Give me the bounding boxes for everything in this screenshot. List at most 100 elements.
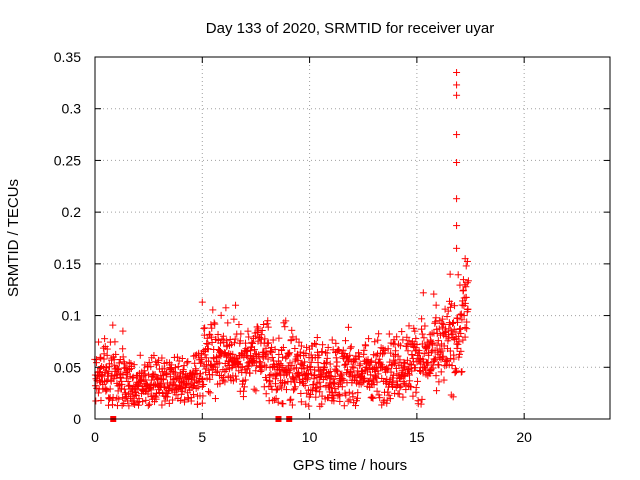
data-point xyxy=(342,391,350,399)
data-point xyxy=(103,386,111,394)
data-point xyxy=(286,396,294,404)
data-point xyxy=(275,350,283,358)
data-point xyxy=(299,362,307,370)
data-point xyxy=(360,374,368,382)
data-point xyxy=(355,349,363,357)
data-point xyxy=(368,357,376,365)
data-point xyxy=(404,340,412,348)
data-point xyxy=(453,244,461,252)
data-point xyxy=(303,343,311,351)
data-point xyxy=(187,397,195,405)
data-point xyxy=(279,344,287,352)
data-point xyxy=(392,347,400,355)
data-point xyxy=(139,398,147,406)
data-point xyxy=(451,302,459,310)
data-point xyxy=(106,395,114,403)
data-point xyxy=(347,343,355,351)
data-point xyxy=(114,382,122,390)
data-point xyxy=(436,348,444,356)
data-point xyxy=(315,378,323,386)
data-point xyxy=(456,325,464,333)
data-point xyxy=(178,384,186,392)
x-axis-title: GPS time / hours xyxy=(293,457,407,474)
data-point xyxy=(444,307,452,315)
data-point xyxy=(209,306,217,314)
data-point xyxy=(414,377,422,385)
data-point xyxy=(346,351,354,359)
data-point xyxy=(340,402,348,410)
data-point xyxy=(356,360,364,368)
data-point xyxy=(349,393,357,401)
y-tick-label: 0 xyxy=(73,411,81,427)
data-point xyxy=(260,320,268,328)
data-point xyxy=(234,360,242,368)
data-point xyxy=(277,377,285,385)
data-point xyxy=(244,327,252,335)
data-point xyxy=(282,317,290,325)
data-point xyxy=(257,367,265,375)
data-point xyxy=(214,330,222,338)
data-point xyxy=(321,373,329,381)
data-point xyxy=(189,390,197,398)
data-point xyxy=(250,385,258,393)
data-point xyxy=(264,317,272,325)
data-point xyxy=(412,384,420,392)
data-point xyxy=(417,400,425,408)
data-point xyxy=(409,392,417,400)
data-point xyxy=(101,335,109,343)
data-point xyxy=(419,289,427,297)
data-point xyxy=(246,369,254,377)
data-point xyxy=(432,314,440,322)
data-point xyxy=(202,365,210,373)
data-point xyxy=(432,372,440,380)
data-point xyxy=(405,337,413,345)
y-axis-title: SRMTID / TECUs xyxy=(5,179,22,297)
data-point xyxy=(431,318,439,326)
data-point xyxy=(374,336,382,344)
data-point xyxy=(230,315,238,323)
data-point xyxy=(419,355,427,363)
data-point xyxy=(437,368,445,376)
data-point xyxy=(262,390,270,398)
data-point xyxy=(432,301,440,309)
data-point xyxy=(258,326,266,334)
data-point xyxy=(261,361,269,369)
data-point xyxy=(348,363,356,371)
data-point xyxy=(453,91,461,99)
data-point xyxy=(307,358,315,366)
data-point xyxy=(109,393,117,401)
data-point xyxy=(365,361,373,369)
data-point xyxy=(375,330,383,338)
data-point xyxy=(304,370,312,378)
data-point xyxy=(386,395,394,403)
data-point xyxy=(146,400,154,408)
data-point xyxy=(453,344,461,352)
grid xyxy=(95,57,610,419)
data-point xyxy=(449,393,457,401)
data-point xyxy=(457,329,465,337)
data-point xyxy=(422,344,430,352)
data-point xyxy=(290,386,298,394)
data-point xyxy=(279,353,287,361)
data-point xyxy=(446,303,454,311)
data-point xyxy=(173,353,181,361)
data-point xyxy=(453,367,461,375)
data-point xyxy=(297,398,305,406)
data-point xyxy=(395,390,403,398)
data-point xyxy=(433,341,441,349)
data-point xyxy=(459,276,467,284)
data-point xyxy=(326,367,334,375)
data-point xyxy=(206,389,214,397)
data-point xyxy=(384,345,392,353)
data-point xyxy=(404,347,412,355)
data-point xyxy=(328,336,336,344)
data-point xyxy=(115,359,123,367)
data-point xyxy=(346,344,354,352)
data-point xyxy=(303,389,311,397)
data-point xyxy=(199,376,207,384)
data-point xyxy=(440,320,448,328)
data-point xyxy=(312,387,320,395)
data-point xyxy=(199,392,207,400)
chart-title: Day 133 of 2020, SRMTID for receiver uya… xyxy=(206,20,494,37)
data-point xyxy=(410,340,418,348)
